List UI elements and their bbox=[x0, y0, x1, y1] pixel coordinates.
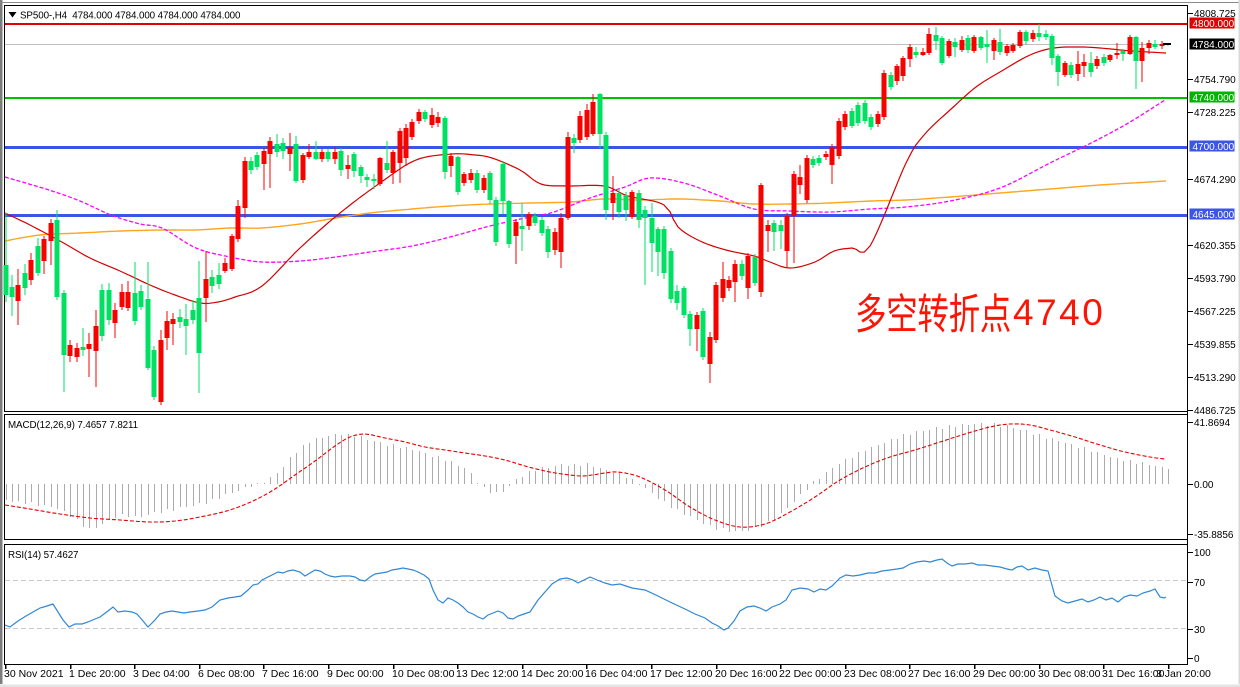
svg-text:13 Dec 12:00: 13 Dec 12:00 bbox=[456, 668, 519, 680]
svg-text:4620.355: 4620.355 bbox=[1194, 241, 1236, 252]
svg-text:4539.855: 4539.855 bbox=[1194, 340, 1236, 351]
svg-text:20 Dec 16:00: 20 Dec 16:00 bbox=[715, 668, 778, 680]
svg-text:9 Dec 00:00: 9 Dec 00:00 bbox=[327, 668, 384, 680]
svg-text:29 Dec 00:00: 29 Dec 00:00 bbox=[973, 668, 1036, 680]
svg-text:4486.725: 4486.725 bbox=[1194, 406, 1236, 417]
svg-text:3 Jan 20:00: 3 Jan 20:00 bbox=[1156, 668, 1211, 680]
svg-text:4513.290: 4513.290 bbox=[1194, 373, 1236, 384]
svg-text:4674.290: 4674.290 bbox=[1194, 175, 1236, 186]
svg-text:4728.225: 4728.225 bbox=[1194, 108, 1236, 119]
svg-text:4740.000: 4740.000 bbox=[1193, 93, 1235, 104]
svg-text:4754.790: 4754.790 bbox=[1194, 75, 1236, 86]
svg-text:4808.725: 4808.725 bbox=[1194, 9, 1236, 20]
svg-text:1 Dec 20:00: 1 Dec 20:00 bbox=[69, 668, 126, 680]
svg-text:30 Nov 2021: 30 Nov 2021 bbox=[4, 668, 64, 680]
svg-text:4784.000: 4784.000 bbox=[1193, 40, 1235, 51]
svg-text:3 Dec 04:00: 3 Dec 04:00 bbox=[133, 668, 190, 680]
svg-text:4567.225: 4567.225 bbox=[1194, 307, 1236, 318]
svg-text:RSI(14) 57.4627: RSI(14) 57.4627 bbox=[8, 550, 78, 561]
svg-text:-35.8856: -35.8856 bbox=[1194, 530, 1234, 541]
svg-text:4740: 4740 bbox=[1013, 292, 1105, 333]
svg-text:4800.000: 4800.000 bbox=[1193, 19, 1235, 30]
svg-text:4593.790: 4593.790 bbox=[1194, 274, 1236, 285]
svg-text:SP500-,H4 4784.000 4784.000 4: SP500-,H4 4784.000 4784.000 4784.000 478… bbox=[20, 11, 241, 22]
svg-text:30: 30 bbox=[1194, 625, 1206, 636]
svg-text:MACD(12,26,9) 7.4657 7.8211: MACD(12,26,9) 7.4657 7.8211 bbox=[8, 420, 138, 431]
svg-text:7 Dec 16:00: 7 Dec 16:00 bbox=[262, 668, 319, 680]
svg-text:17 Dec 12:00: 17 Dec 12:00 bbox=[650, 668, 713, 680]
svg-text:30 Dec 08:00: 30 Dec 08:00 bbox=[1038, 668, 1101, 680]
svg-text:23 Dec 08:00: 23 Dec 08:00 bbox=[844, 668, 907, 680]
svg-text:27 Dec 16:00: 27 Dec 16:00 bbox=[908, 668, 971, 680]
svg-text:4700.000: 4700.000 bbox=[1193, 142, 1235, 153]
svg-text:0.00: 0.00 bbox=[1194, 480, 1214, 491]
svg-text:10 Dec 08:00: 10 Dec 08:00 bbox=[392, 668, 455, 680]
svg-text:41.8694: 41.8694 bbox=[1194, 418, 1231, 429]
svg-text:22 Dec 00:00: 22 Dec 00:00 bbox=[779, 668, 842, 680]
svg-text:4645.000: 4645.000 bbox=[1193, 210, 1235, 221]
svg-text:100: 100 bbox=[1194, 548, 1211, 559]
svg-text:31 Dec 16:00: 31 Dec 16:00 bbox=[1102, 668, 1165, 680]
svg-text:70: 70 bbox=[1194, 578, 1206, 589]
svg-text:6 Dec 08:00: 6 Dec 08:00 bbox=[198, 668, 255, 680]
svg-text:0: 0 bbox=[1194, 654, 1200, 665]
svg-text:14 Dec 20:00: 14 Dec 20:00 bbox=[521, 668, 584, 680]
svg-text:16 Dec 04:00: 16 Dec 04:00 bbox=[585, 668, 648, 680]
